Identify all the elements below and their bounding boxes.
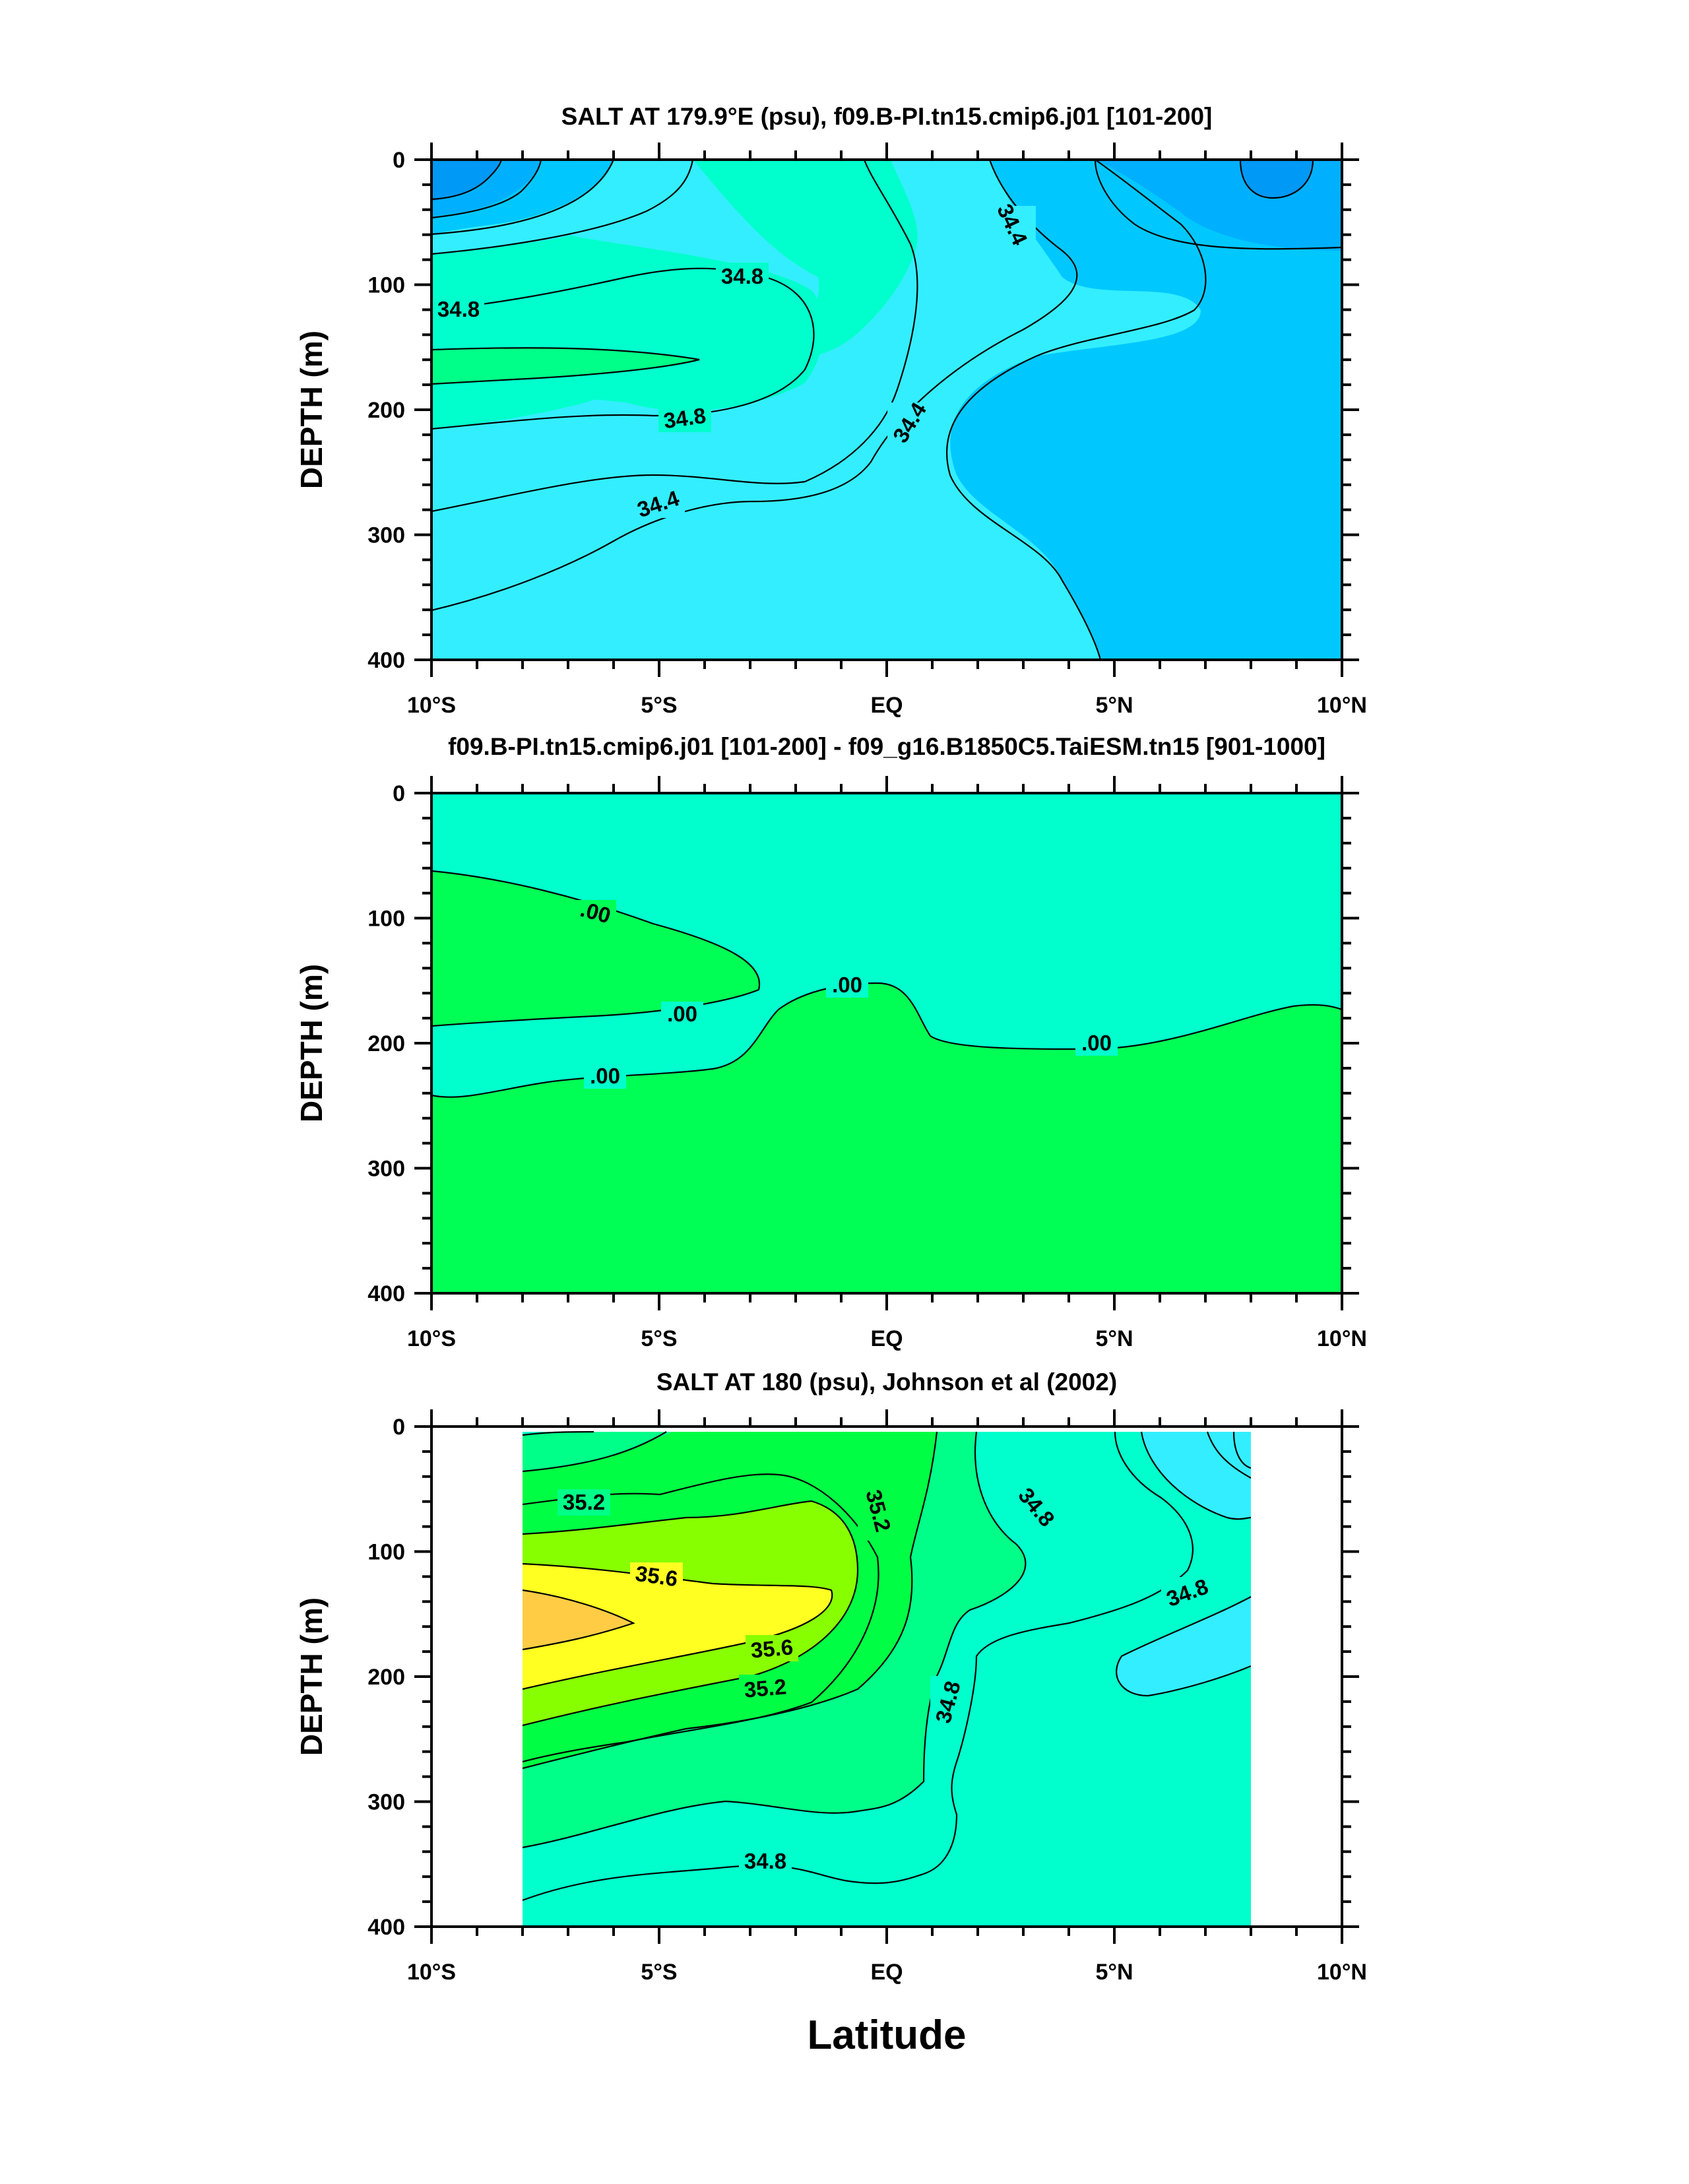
- x-tick-label: EQ: [870, 693, 903, 718]
- panel-3-x-axis-label: Latitude: [807, 2012, 966, 2058]
- x-tick-label: 5°N: [1095, 693, 1133, 718]
- panel-1-contour-labels: 34.4 34.8 34.8 34.8 34.4 34.4: [433, 200, 1036, 522]
- y-tick-label: 200: [367, 1665, 405, 1690]
- panel-3-label-bg: [746, 1635, 798, 1661]
- contour-label: 34.8: [721, 264, 763, 288]
- panel-3-label-bg: [558, 1489, 610, 1516]
- panel-2-filled-contours: [431, 793, 1342, 1293]
- x-tick-label: 5°S: [641, 1960, 677, 1985]
- contour-label: .00: [667, 1002, 697, 1026]
- contour-label: 34.8: [662, 403, 707, 434]
- panel-1-label-bg: [887, 402, 927, 449]
- x-tick-label: 10°S: [407, 1326, 456, 1351]
- y-tick-label: 0: [393, 781, 405, 806]
- contour-label: .00: [590, 1064, 620, 1088]
- panel-1-fill-very-low: [431, 160, 501, 201]
- y-tick-label: 0: [393, 1415, 405, 1440]
- panel-3-label-bg: [858, 1488, 897, 1541]
- y-tick-label: 100: [367, 273, 405, 298]
- panel-2-label-bg: [574, 900, 616, 925]
- y-tick-label: 300: [367, 1790, 405, 1815]
- contour-label: .00: [832, 973, 862, 997]
- y-tick-label: 400: [367, 648, 405, 673]
- y-tick-label: 100: [367, 907, 405, 932]
- x-tick-label: 5°N: [1095, 1326, 1133, 1351]
- contour-label: 34.8: [744, 1849, 786, 1873]
- panel-2-label-bg: [826, 973, 868, 998]
- x-tick-label: 5°N: [1095, 1960, 1133, 1985]
- x-tick-label: 10°S: [407, 1960, 456, 1985]
- panel-2-label-bg: [661, 1002, 703, 1027]
- x-tick-label: 10°N: [1317, 1960, 1367, 1985]
- panel-1-label-bg: [990, 206, 1036, 245]
- panel-3-label-bg: [930, 1676, 963, 1732]
- y-tick-label: 0: [393, 148, 405, 173]
- panel-3-y-axis-label: DEPTH (m): [294, 1597, 329, 1756]
- panel-3-contour-labels: 35.2 35.2 35.6 35.6 35.2 34.8 34.8 34.8 …: [558, 1483, 1214, 1874]
- x-tick-label: 10°S: [407, 693, 456, 718]
- panel-1-label-bg: [658, 406, 711, 432]
- y-tick-label: 200: [367, 1031, 405, 1056]
- panel-3-fill-c34-6-ne-b: [1141, 1432, 1251, 1520]
- panel-2-label-bg: [1075, 1031, 1118, 1056]
- x-tick-label: 10°N: [1317, 1326, 1367, 1351]
- panel-1-label-bg: [716, 263, 769, 289]
- panel-3-label-bg: [630, 1562, 683, 1589]
- panel-1-salinity-model: SALT AT 179.9°E (psu), f09.B-PI.tn15.cmi…: [294, 103, 1367, 718]
- y-tick-label: 300: [367, 523, 405, 548]
- panel-2-fill-positive-lower: [431, 983, 1342, 1293]
- panel-1-fill-high: [431, 348, 699, 384]
- panel-3-salinity-observed: SALT AT 180 (psu), Johnson et al (2002): [294, 1368, 1367, 2058]
- panel-1-label-bg: [632, 492, 685, 518]
- panel-1-y-axis-label: DEPTH (m): [294, 331, 329, 489]
- panel-3-label-bg: [739, 1847, 792, 1874]
- panel-3-fill-c35-6: [523, 1564, 833, 1689]
- contour-label: 35.6: [634, 1561, 680, 1591]
- panel-3-fill-c35-8: [523, 1590, 633, 1650]
- panel-2-fill-positive-upper: [431, 871, 760, 1026]
- panel-3-axes: 10°S 5°S EQ 5°N 10°N 0 100 200 300 400: [367, 1409, 1367, 1985]
- panel-2-axes: 10°S 5°S EQ 5°N 10°N 0 100 200 300 400: [367, 776, 1367, 1351]
- contour-label: .00: [1081, 1031, 1112, 1055]
- y-tick-label: 300: [367, 1157, 405, 1182]
- panel-1-contour-lines: [431, 160, 1342, 660]
- contour-label: 35.2: [743, 1674, 787, 1702]
- panel-3-label-bg: [739, 1675, 792, 1701]
- panel-1-axes: 10°S 5°S EQ 5°N 10°N 0 100 200 300 400: [367, 143, 1367, 718]
- panel-2-label-bg: [584, 1064, 626, 1089]
- contour-label: 35.2: [563, 1490, 605, 1514]
- panel-2-title: f09.B-PI.tn15.cmip6.j01 [101-200] - f09_…: [448, 733, 1325, 760]
- x-tick-label: 10°N: [1317, 693, 1367, 718]
- contour-label: 34.8: [437, 297, 480, 321]
- x-tick-label: EQ: [870, 1326, 903, 1351]
- x-tick-label: 5°S: [641, 1326, 677, 1351]
- contour-label: 35.6: [749, 1634, 794, 1662]
- panel-1-label-bg: [433, 296, 484, 322]
- x-tick-label: EQ: [870, 1960, 903, 1985]
- x-tick-label: 5°S: [641, 693, 677, 718]
- panel-2-contour-labels: .00 .00 .00 .00 .00: [574, 897, 1118, 1089]
- panel-3-title: SALT AT 180 (psu), Johnson et al (2002): [656, 1368, 1117, 1396]
- panel-2-y-axis-label: DEPTH (m): [294, 964, 329, 1122]
- y-tick-label: 400: [367, 1281, 405, 1306]
- panel-2-salinity-difference: f09.B-PI.tn15.cmip6.j01 [101-200] - f09_…: [294, 733, 1367, 1351]
- panel-1-fill-very-low-ne: [1240, 160, 1313, 198]
- panel-3-label-bg: [1161, 1577, 1214, 1610]
- y-tick-label: 400: [367, 1915, 405, 1940]
- panel-1-title: SALT AT 179.9°E (psu), f09.B-PI.tn15.cmi…: [561, 103, 1213, 130]
- y-tick-label: 200: [367, 398, 405, 423]
- panel-3-label-bg: [1013, 1485, 1059, 1531]
- panel-3-fill-c34-6-e: [1116, 1597, 1251, 1696]
- y-tick-label: 100: [367, 1540, 405, 1565]
